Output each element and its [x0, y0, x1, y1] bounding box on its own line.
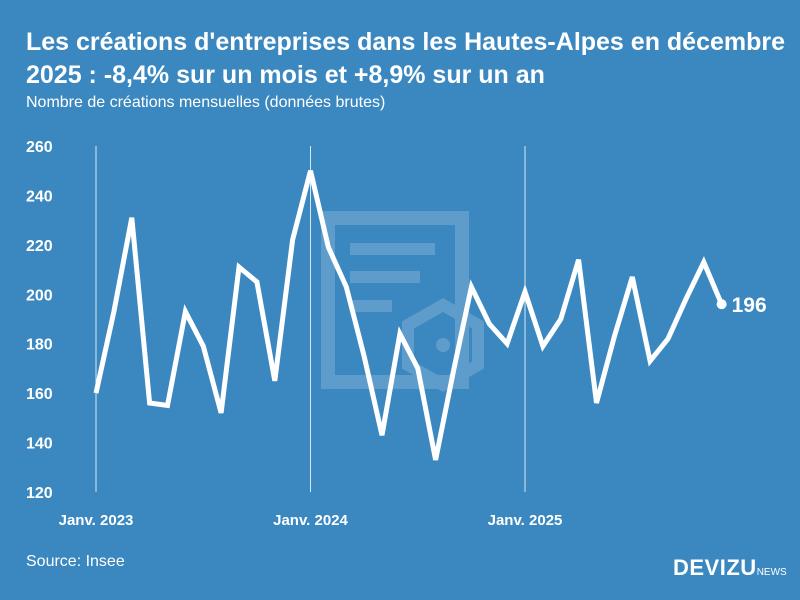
x-tick-label: Janv. 2023 — [59, 512, 134, 529]
series-line — [93, 170, 724, 461]
y-tick-label: 260 — [26, 139, 53, 156]
logo-suffix: NEWS — [756, 567, 787, 578]
chart-subtitle: Nombre de créations mensuelles (données … — [26, 94, 386, 111]
logo-main: DEVIZU — [673, 555, 757, 580]
chart-title: Les créations d'entreprises dans les Hau… — [26, 28, 786, 89]
last-value-label: 196 — [732, 294, 767, 317]
x-tick-label: Janv. 2025 — [488, 512, 563, 529]
y-tick-label: 180 — [26, 337, 53, 354]
y-tick-label: 140 — [26, 436, 53, 453]
watermark-icon — [321, 211, 484, 392]
y-tick-label: 240 — [26, 188, 53, 205]
y-tick-label: 120 — [26, 485, 53, 502]
y-tick-label: 220 — [26, 238, 53, 255]
source-note: Source: Insee — [26, 553, 125, 570]
x-tick-label: Janv. 2024 — [273, 512, 348, 529]
y-tick-label: 200 — [26, 287, 53, 304]
last-point — [716, 299, 727, 310]
devizu-logo: DEVIZUNEWS — [673, 555, 787, 581]
y-tick-label: 160 — [26, 386, 53, 403]
